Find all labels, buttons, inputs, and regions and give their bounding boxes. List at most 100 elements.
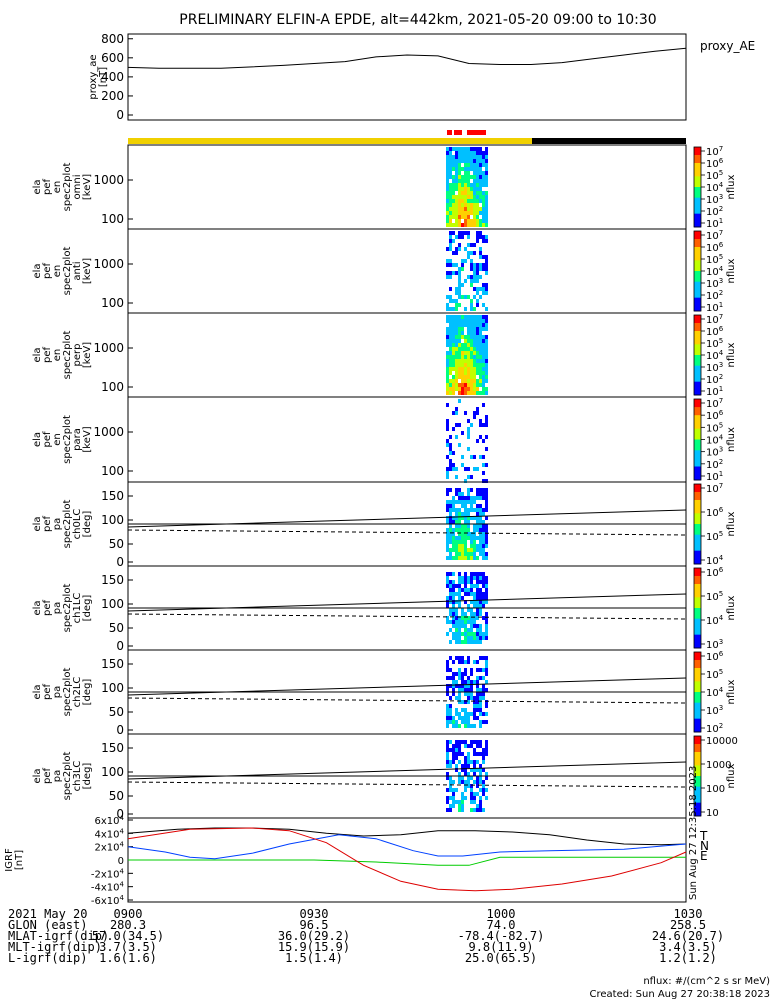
panel-omni-spectrogram-cell: [455, 159, 458, 163]
panel-perp-ylabel-line: pef: [42, 347, 53, 364]
panel-perp-colorbar-band: [694, 363, 701, 367]
panel-omni-spectrogram-cell: [446, 175, 449, 179]
panel-ch0LC-spectrogram-cell: [482, 492, 485, 496]
panel-perp-spectrogram-cell: [485, 335, 488, 339]
panel-ch0LC-spectrogram-cell: [479, 524, 482, 528]
panel-perp-spectrogram-cell: [470, 323, 473, 327]
panel-ch0LC-spectrogram-cell: [461, 524, 464, 528]
panel-ch3LC-spectrogram-cell: [479, 768, 482, 772]
panel-ch0LC-colorbar-band: [694, 484, 701, 488]
panel-perp-spectrogram-cell: [470, 355, 473, 359]
panel-omni-spectrogram-cell: [485, 207, 488, 211]
panel-perp-spectrogram-cell: [470, 367, 473, 371]
panel-anti-spectrogram-cell: [470, 283, 473, 287]
panel-anti-spectrogram-cell: [464, 279, 467, 283]
panel-ch0LC-spectrogram-cell: [455, 512, 458, 516]
panel-anti-colorbar-band: [694, 281, 701, 285]
panel-anti-spectrogram-cell: [476, 271, 479, 275]
panel-ch0LC-spectrogram-cell: [446, 528, 449, 532]
panel-anti-colorbar-band: [694, 287, 701, 291]
panel-anti-spectrogram-cell: [449, 271, 452, 275]
panel-ch2LC-spectrogram-cell: [476, 704, 479, 708]
panel-para-spectrogram-cell: [464, 411, 467, 415]
panel-omni-spectrogram-cell: [470, 195, 473, 199]
panel-ch1LC-colorbar-band: [694, 621, 701, 625]
panel-anti-spectrogram-cell: [446, 303, 449, 307]
panel-ch2LC-colorbar-band: [694, 713, 701, 717]
panel-omni-spectrogram-cell: [470, 203, 473, 207]
panel-ch0LC-spectrogram-cell: [482, 508, 485, 512]
panel-omni-colorbar-band: [694, 216, 701, 220]
panel-ch3LC-ylabel-line: [deg]: [82, 763, 93, 790]
panel-ch0LC-spectrogram-cell: [467, 512, 470, 516]
panel-perp-spectrogram-cell: [449, 363, 452, 367]
panel-perp-spectrogram-cell: [446, 319, 449, 323]
panel-perp-spectrogram-cell: [446, 343, 449, 347]
panel-ch1LC-spectrogram-cell: [485, 620, 488, 624]
panel-omni-spectrogram-cell: [476, 211, 479, 215]
panel-anti-spectrogram-cell: [449, 263, 452, 267]
panel-ch3LC-spectrogram-cell: [464, 760, 467, 764]
panel-ch3LC-dashed-line: [127, 781, 687, 788]
panel-ch3LC-spectrogram-cell: [485, 748, 488, 752]
panel-ch2LC-colorbar-band: [694, 718, 701, 722]
panel-ch1LC-spectrogram-cell: [452, 580, 455, 584]
panel-ch3LC-colorbar-band: [694, 746, 701, 750]
panel-ch3LC-spectrogram-cell: [449, 780, 452, 784]
panel-omni-spectrogram-cell: [452, 223, 455, 227]
panel-ch0LC-spectrogram-cell: [464, 508, 467, 512]
panel-perp-spectrogram-cell: [458, 391, 461, 395]
panel-omni-spectrogram-cell: [455, 195, 458, 199]
panel-perp-colorbar-band: [694, 360, 701, 364]
panel-ch1LC-spectrogram-cell: [485, 612, 488, 616]
footer-row-value: 25.0(65.5): [465, 951, 537, 965]
panel-ch1LC-spectrogram-cell: [467, 592, 470, 596]
panel-ch1LC-colorbar-band: [694, 618, 701, 622]
panel-ch1LC-spectrogram-cell: [476, 616, 479, 620]
panel-perp-spectrogram-cell: [470, 347, 473, 351]
panel-perp-spectrogram-cell: [449, 391, 452, 395]
footer-row-value: 15.9(15.9): [278, 940, 350, 954]
panel-omni-spectrogram-cell: [455, 155, 458, 159]
panel-ch2LC-spectrogram-cell: [473, 708, 476, 712]
panel-perp-spectrogram-cell: [470, 331, 473, 335]
panel-anti-spectrogram-cell: [449, 259, 452, 263]
panel-ch0LC-spectrogram-cell: [467, 528, 470, 532]
panel-ch3LC-spectrogram-cell: [464, 764, 467, 768]
proxy-ae-frame: [127, 33, 687, 121]
panel-ch2LC-spectrogram-cell: [461, 660, 464, 664]
footer-row-label: MLT-igrf(dip): [8, 940, 102, 954]
footer-row-label: GLON (east): [8, 918, 87, 932]
panel-omni-spectrogram-cell: [476, 167, 479, 171]
side-stamp: Sun Aug 27 12:35:18 2023: [688, 766, 699, 900]
panel-ch1LC-spectrogram-cell: [455, 600, 458, 604]
panel-ch1LC-spectrogram-cell: [482, 572, 485, 576]
panel-omni-colorbar-band: [694, 200, 701, 204]
panel-ch3LC-spectrogram-cell: [449, 788, 452, 792]
panel-omni-spectrogram-cell: [485, 219, 488, 223]
panel-para-spectrogram-cell: [449, 467, 452, 471]
panel-para-spectrogram-cell: [485, 479, 488, 483]
panel-anti-spectrogram-cell: [479, 251, 482, 255]
panel-perp-spectrogram-cell: [467, 383, 470, 387]
panel-ch0LC-spectrogram-cell: [479, 488, 482, 492]
panel-ch2LC-spectrogram-cell: [464, 660, 467, 664]
panel-ch2LC-spectrogram-cell: [467, 700, 470, 704]
panel-perp-spectrogram-cell: [455, 327, 458, 331]
panel-ch0LC-colorbar-band: [694, 556, 701, 560]
panel-para-spectrogram-cell: [458, 443, 461, 447]
panel-perp-spectrogram-cell: [458, 339, 461, 343]
panel-perp-colorbar-band: [694, 352, 701, 356]
panel-ch0LC-spectrogram-cell: [452, 556, 455, 560]
panel-ch1LC-spectrogram-cell: [455, 636, 458, 640]
panel-ch2LC-spectrogram-cell: [455, 708, 458, 712]
panel-ch3LC-spectrogram-cell: [482, 752, 485, 756]
panel-omni-spectrogram-cell: [473, 203, 476, 207]
panel-anti-spectrogram-cell: [446, 259, 449, 263]
panel-ch3LC-spectrogram-cell: [458, 804, 461, 808]
panel-omni-colorbar-band: [694, 168, 701, 172]
panel-omni-spectrogram-cell: [446, 211, 449, 215]
panel-ch0LC-spectrogram-cell: [446, 556, 449, 560]
panel-ch3LC-spectrogram-cell: [452, 800, 455, 804]
panel-perp-spectrogram-cell: [473, 387, 476, 391]
